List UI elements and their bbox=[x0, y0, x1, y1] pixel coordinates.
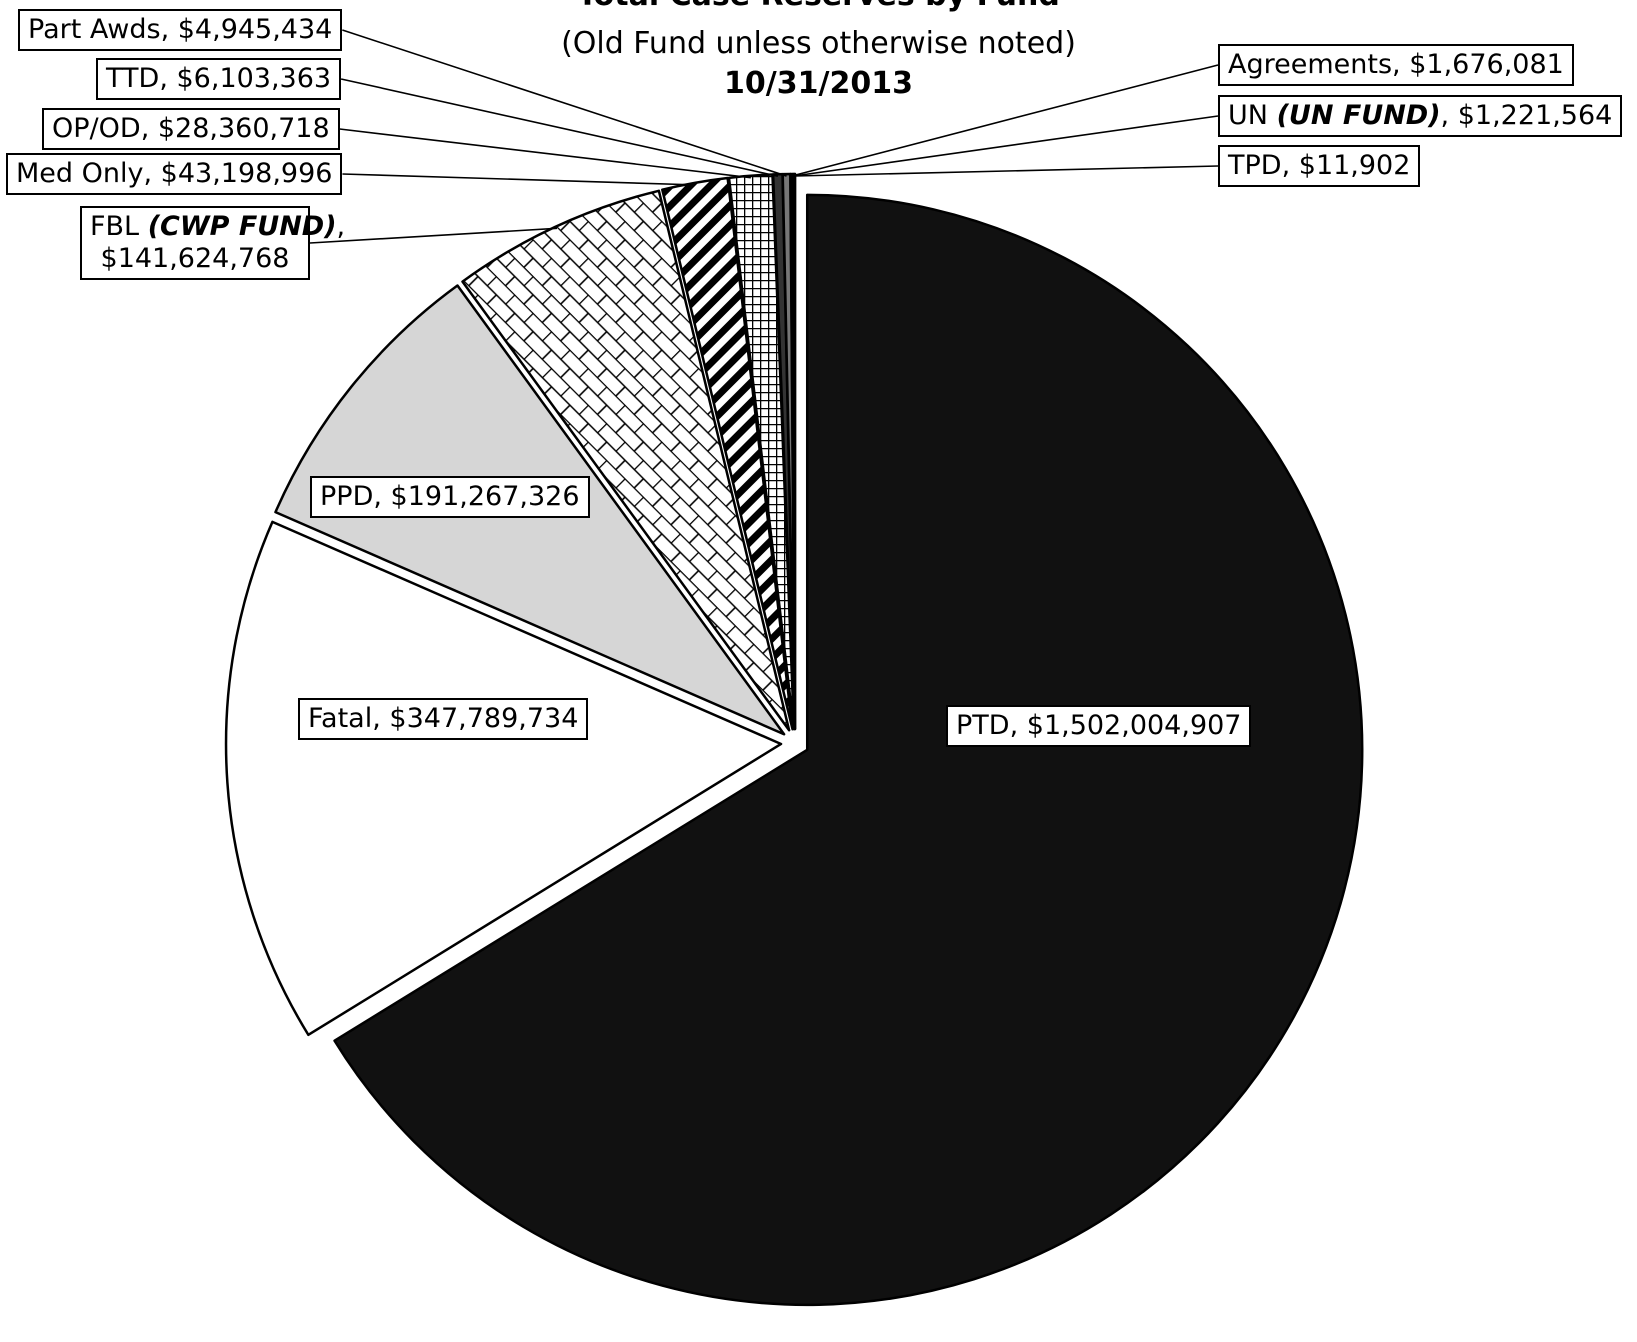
chart-date: 10/31/2013 bbox=[724, 66, 913, 101]
slice-label-tpd: TPD, $11,902 bbox=[1218, 145, 1421, 187]
leader-line-op-od bbox=[339, 128, 751, 179]
slice-label-value: $11,902 bbox=[1298, 150, 1411, 181]
slice-label-value: $1,676,081 bbox=[1409, 49, 1564, 80]
slice-label-name: FBL bbox=[90, 211, 140, 242]
leader-line-part-awds bbox=[342, 29, 787, 177]
slice-label-un: UN (UN FUND), $1,221,564 bbox=[1218, 95, 1623, 137]
slice-label-name: Fatal bbox=[308, 703, 373, 734]
slice-label-fund: (UN FUND) bbox=[1276, 100, 1441, 131]
chart-subtitle: (Old Fund unless otherwise noted) bbox=[561, 26, 1076, 61]
slice-label-op-od: OP/OD, $28,360,718 bbox=[42, 108, 340, 150]
slice-label-name: Part Awds bbox=[28, 14, 161, 45]
pie-slice-fbl bbox=[461, 189, 791, 732]
slice-label-value: $1,221,564 bbox=[1457, 100, 1613, 131]
slice-label-fund: (CWP FUND) bbox=[147, 211, 337, 242]
leader-line-ttd bbox=[340, 78, 779, 178]
slice-label-name: Med Only bbox=[16, 158, 144, 189]
leader-lines bbox=[309, 29, 1219, 244]
slice-label-name: PPD bbox=[320, 481, 374, 512]
slice-label-name: PTD bbox=[956, 710, 1010, 741]
slice-label-ptd: PTD, $1,502,004,907 bbox=[946, 705, 1252, 747]
slice-label-name: OP/OD bbox=[52, 113, 141, 144]
chart-title: Total Case Reserves by Fund bbox=[0, 0, 1637, 13]
leader-line-tpd bbox=[794, 165, 1219, 177]
slice-label-value: $4,945,434 bbox=[177, 14, 333, 45]
pie-slice-fatal bbox=[224, 520, 783, 1037]
slice-label-value: $141,624,768 bbox=[100, 243, 290, 274]
leader-line-med-only bbox=[342, 173, 696, 186]
slice-label-agreements: Agreements, $1,676,081 bbox=[1218, 44, 1574, 86]
slice-label-fbl: FBL (CWP FUND), $141,624,768 bbox=[80, 206, 345, 280]
slice-label-name: TTD bbox=[106, 63, 160, 94]
slice-label-value: $347,789,734 bbox=[389, 703, 579, 734]
leader-line-fbl bbox=[309, 227, 558, 244]
slice-label-name: UN bbox=[1228, 100, 1268, 131]
slice-label-ppd: PPD, $191,267,326 bbox=[310, 476, 590, 518]
leader-line-agreements bbox=[791, 64, 1219, 177]
slice-label-value: $28,360,718 bbox=[157, 113, 330, 144]
slice-label-value: $1,502,004,907 bbox=[1026, 710, 1242, 741]
pie-slice-med-only bbox=[661, 176, 794, 731]
slice-label-part-awds: Part Awds, $4,945,434 bbox=[18, 9, 343, 51]
slice-label-name: TPD bbox=[1228, 150, 1282, 181]
slice-label-value: $191,267,326 bbox=[390, 481, 580, 512]
slice-label-name: Agreements bbox=[1228, 49, 1393, 80]
slice-label-value: $43,198,996 bbox=[160, 158, 333, 189]
slice-label-value: $6,103,363 bbox=[176, 63, 332, 94]
slice-label-med-only: Med Only, $43,198,996 bbox=[6, 153, 343, 195]
pie-slice-ptd bbox=[333, 193, 1364, 1307]
slice-label-fatal: Fatal, $347,789,734 bbox=[298, 698, 589, 740]
leader-line-un bbox=[793, 115, 1219, 177]
slice-label-ttd: TTD, $6,103,363 bbox=[96, 58, 342, 100]
